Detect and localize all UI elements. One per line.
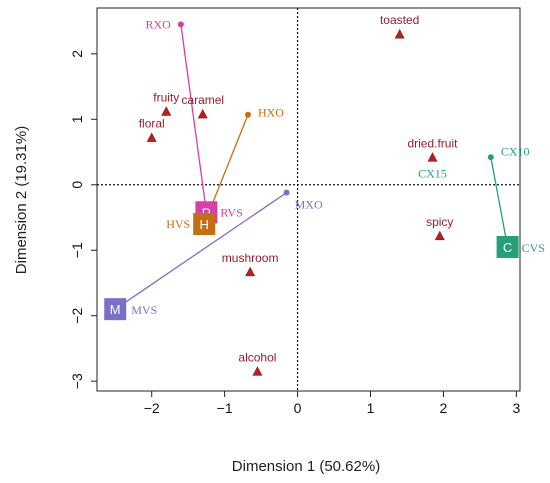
group-point-marker <box>177 21 184 28</box>
group-centroid-box <box>496 235 519 258</box>
group-centroid-letter: C <box>503 240 512 255</box>
group-point-label: RXO <box>146 17 172 31</box>
y-axis-title: Dimension 2 (19.31%) <box>13 126 30 274</box>
attribute-label: mushroom <box>222 251 279 265</box>
attribute-triangle-marker <box>146 132 157 142</box>
y-tick-label: 0 <box>69 181 85 189</box>
x-tick-label: 0 <box>294 400 302 416</box>
x-axis-title: Dimension 1 (50.62%) <box>232 458 380 475</box>
group-point-label: MXO <box>295 198 323 212</box>
attribute-triangle-marker <box>427 152 438 162</box>
y-tick-label: −2 <box>69 308 85 324</box>
group-centroid-label: HVS <box>166 217 190 231</box>
x-tick-label: −2 <box>144 400 160 416</box>
group-connector-line <box>490 157 509 248</box>
attribute-label: dried.fruit <box>407 136 458 150</box>
group-centroid-label: CVS <box>522 241 545 255</box>
group-connector-line <box>114 192 287 310</box>
y-tick-label: 1 <box>69 115 85 123</box>
group-centroid-letter: M <box>110 302 121 317</box>
attribute-label: fruity <box>153 90 179 104</box>
group-centroid-box <box>193 213 216 236</box>
attribute-triangle-marker <box>434 230 445 241</box>
attribute-label: alcohol <box>238 350 276 364</box>
group-centroid-box <box>104 298 127 321</box>
group-centroid-label: MVS <box>131 303 157 317</box>
group-point-label: CX15 <box>418 166 447 180</box>
attribute-label: caramel <box>181 93 224 107</box>
x-tick-label: 1 <box>367 400 375 416</box>
x-tick-label: 2 <box>440 400 448 416</box>
y-tick-label: −3 <box>69 373 85 389</box>
x-tick-label: 3 <box>512 400 520 416</box>
x-tick-label: −1 <box>217 400 233 416</box>
group-point-marker <box>487 154 494 161</box>
attribute-triangle-marker <box>161 106 172 116</box>
group-centroid-label: RVS <box>220 205 242 219</box>
y-tick-label: −1 <box>69 242 85 258</box>
attribute-triangle-marker <box>245 266 256 277</box>
group-connector-line <box>180 24 208 213</box>
attribute-label: floral <box>139 117 165 131</box>
group-centroid-letter: R <box>202 205 211 220</box>
group-point-label: HXO <box>258 106 284 120</box>
attribute-triangle-marker <box>252 366 263 376</box>
attribute-triangle-marker <box>197 108 208 119</box>
y-tick-label: 2 <box>69 50 85 58</box>
attribute-label: toasted <box>380 13 419 27</box>
group-point-label: CX10 <box>501 144 530 158</box>
attribute-triangle-marker <box>394 29 405 39</box>
group-point-marker <box>283 189 290 196</box>
plot-area-frame <box>96 7 521 392</box>
group-centroid-letter: H <box>200 217 209 232</box>
attribute-label: spicy <box>426 215 453 229</box>
group-point-marker <box>244 111 251 118</box>
